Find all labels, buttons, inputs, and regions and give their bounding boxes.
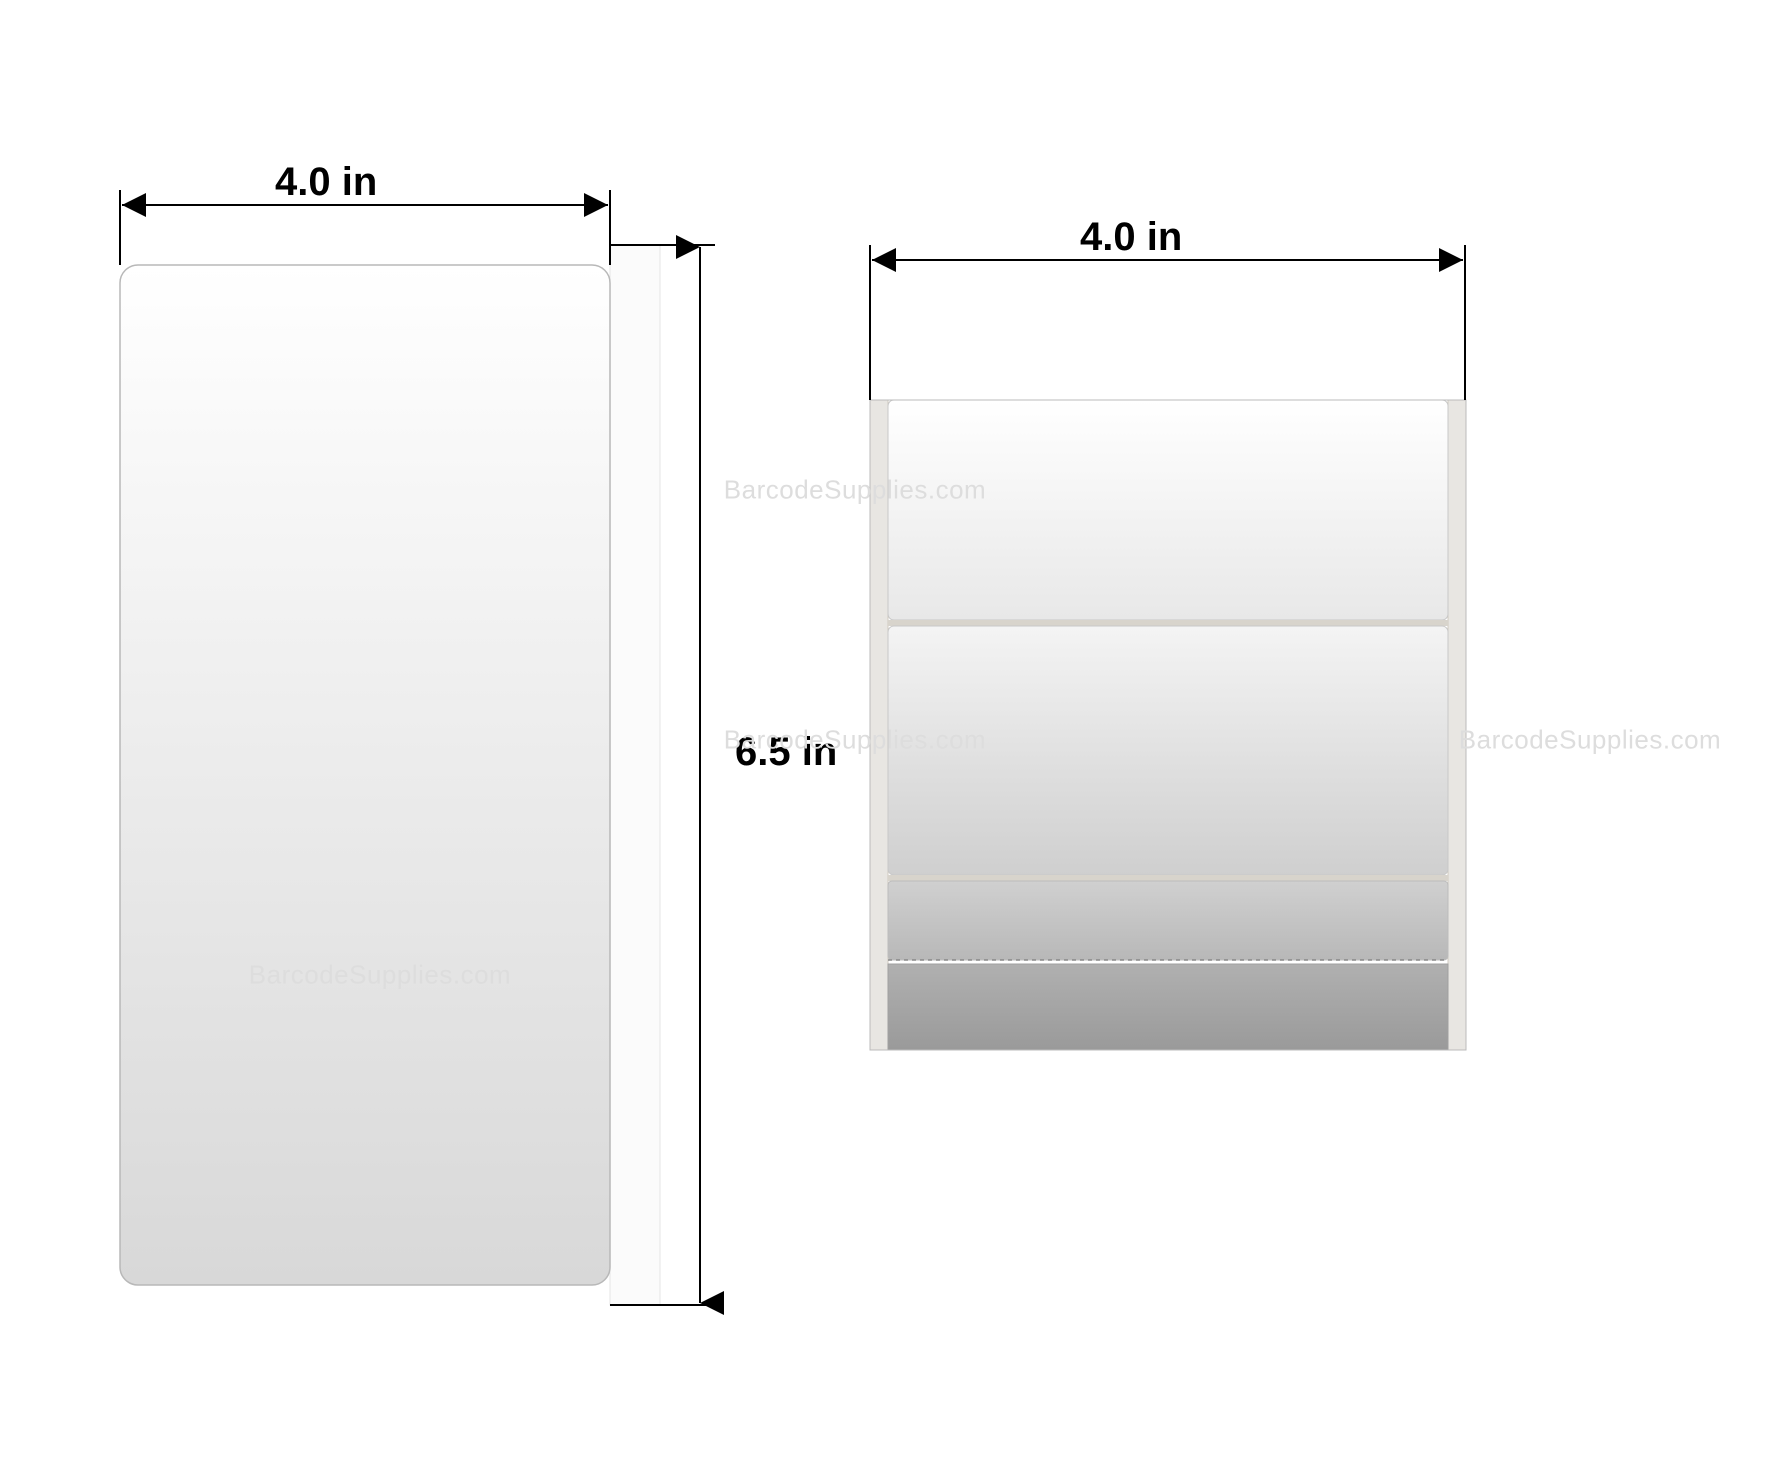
watermark: BarcodeSupplies.com	[724, 725, 986, 756]
flat-width-label: 4.0 in	[275, 160, 377, 205]
watermark: BarcodeSupplies.com	[1459, 725, 1721, 756]
watermark: BarcodeSupplies.com	[724, 475, 986, 506]
flat-label	[120, 265, 610, 1285]
flat-label-backing	[610, 245, 660, 1305]
roll-width-label: 4.0 in	[1080, 215, 1182, 260]
watermark: BarcodeSupplies.com	[249, 960, 511, 991]
diagram-canvas: 4.0 in 6.5 in 4.0 in BarcodeSupplies.com…	[0, 0, 1772, 1476]
